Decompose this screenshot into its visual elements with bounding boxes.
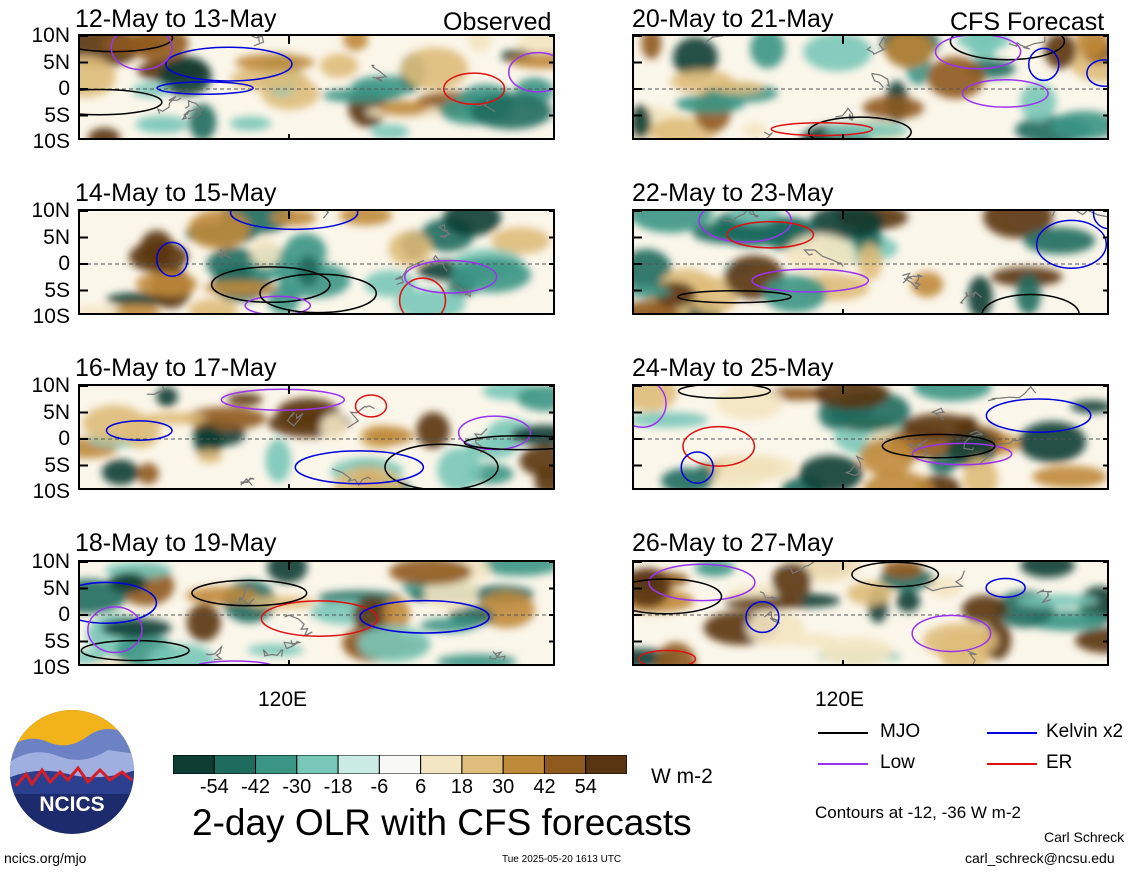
panel-title: 16-May to 17-May <box>75 354 277 382</box>
legend-label-low: Low <box>880 752 915 773</box>
lat-label: 10S <box>32 305 70 328</box>
panel-title: 18-May to 19-May <box>75 529 277 557</box>
olr-map <box>632 560 1109 666</box>
lat-label: 10S <box>32 130 70 153</box>
colorbar-tick-label: 42 <box>533 776 556 798</box>
legend-line-mjo <box>818 732 868 734</box>
main-title: 2-day OLR with CFS forecasts <box>192 802 692 843</box>
colorbar-swatch <box>543 754 587 775</box>
panel-title: 12-May to 13-May <box>75 5 277 33</box>
lat-label: 5S <box>44 629 70 653</box>
colorbar-swatch <box>378 754 422 775</box>
olr-map <box>632 384 1109 490</box>
lat-label: 10N <box>31 374 70 397</box>
lat-label: 5N <box>43 225 70 249</box>
panel-title: 24-May to 25-May <box>632 354 834 382</box>
colorbar-swatch <box>585 754 628 775</box>
panel-tag-observed: Observed <box>443 8 552 36</box>
lat-label: 0 <box>58 427 70 450</box>
olr-map <box>78 560 555 666</box>
colorbar-tick-label: 18 <box>450 776 474 798</box>
contours-note: Contours at -12, -36 W m-2 <box>815 803 1021 822</box>
lat-label: 10N <box>31 24 70 47</box>
legend-label-mjo: MJO <box>880 721 921 742</box>
ncics-logo: NCICS <box>8 708 136 836</box>
lat-label: 10S <box>32 656 70 679</box>
panel-title: 14-May to 15-May <box>75 179 277 207</box>
olr-map <box>78 384 555 490</box>
colorbar-swatch <box>255 754 298 775</box>
lat-label: 5N <box>43 50 70 74</box>
panel-title: 20-May to 21-May <box>632 5 834 33</box>
panel-title: 26-May to 27-May <box>632 529 834 557</box>
legend-line-low <box>818 763 868 765</box>
colorbar-tick-label: 6 <box>415 776 427 798</box>
colorbar-swatch <box>502 754 545 775</box>
colorbar-tick-label: -54 <box>199 776 229 798</box>
lat-label: 10N <box>31 550 70 573</box>
lat-label: 5N <box>43 576 70 600</box>
lat-label: 0 <box>58 603 70 626</box>
olr-map <box>632 209 1109 315</box>
lat-label: 10N <box>31 199 70 222</box>
lat-label: 10S <box>32 480 70 503</box>
colorbar-swatch <box>213 754 257 775</box>
lon-label-right: 120E <box>815 688 865 711</box>
colorbar-tick-label: -18 <box>323 776 353 798</box>
legend-label-er: ER <box>1046 752 1073 773</box>
colorbar-swatch <box>461 754 504 775</box>
lat-label: 5S <box>44 103 70 127</box>
lon-label-left: 120E <box>258 688 308 711</box>
lat-label: 5S <box>44 278 70 302</box>
colorbar <box>172 754 628 775</box>
author-name: Carl Schreck <box>1044 829 1125 845</box>
panel-title: 22-May to 23-May <box>632 179 834 207</box>
colorbar-swatch <box>296 754 339 775</box>
logo-text: NCICS <box>39 793 104 816</box>
colorbar-tick-label: 54 <box>574 776 597 798</box>
lat-label: 0 <box>58 252 70 275</box>
olr-map <box>78 34 555 140</box>
lat-label: 5N <box>43 400 70 424</box>
colorbar-tick-label: -30 <box>282 776 312 798</box>
colorbar-unit: W m-2 <box>651 765 713 788</box>
panel-tag-forecast: CFS Forecast <box>950 8 1105 36</box>
colorbar-swatch <box>420 754 463 775</box>
olr-map <box>632 34 1109 140</box>
site-url: ncics.org/mjo <box>4 850 87 866</box>
colorbar-tick-label: -42 <box>241 776 270 798</box>
legend-line-er <box>987 763 1037 765</box>
colorbar-tick-label: -6 <box>370 776 389 798</box>
timestamp: Tue 2025-05-20 1613 UTC <box>502 854 622 865</box>
legend-line-kelvin <box>987 732 1037 734</box>
lat-label: 0 <box>58 77 70 100</box>
colorbar-swatch <box>337 754 380 775</box>
author-email: carl_schreck@ncsu.edu <box>965 850 1115 866</box>
legend-label-kelvin: Kelvin x2 <box>1046 721 1124 742</box>
olr-map <box>78 209 555 315</box>
colorbar-swatch <box>172 754 215 775</box>
lat-label: 5S <box>44 453 70 477</box>
colorbar-tick-label: 30 <box>492 776 515 798</box>
